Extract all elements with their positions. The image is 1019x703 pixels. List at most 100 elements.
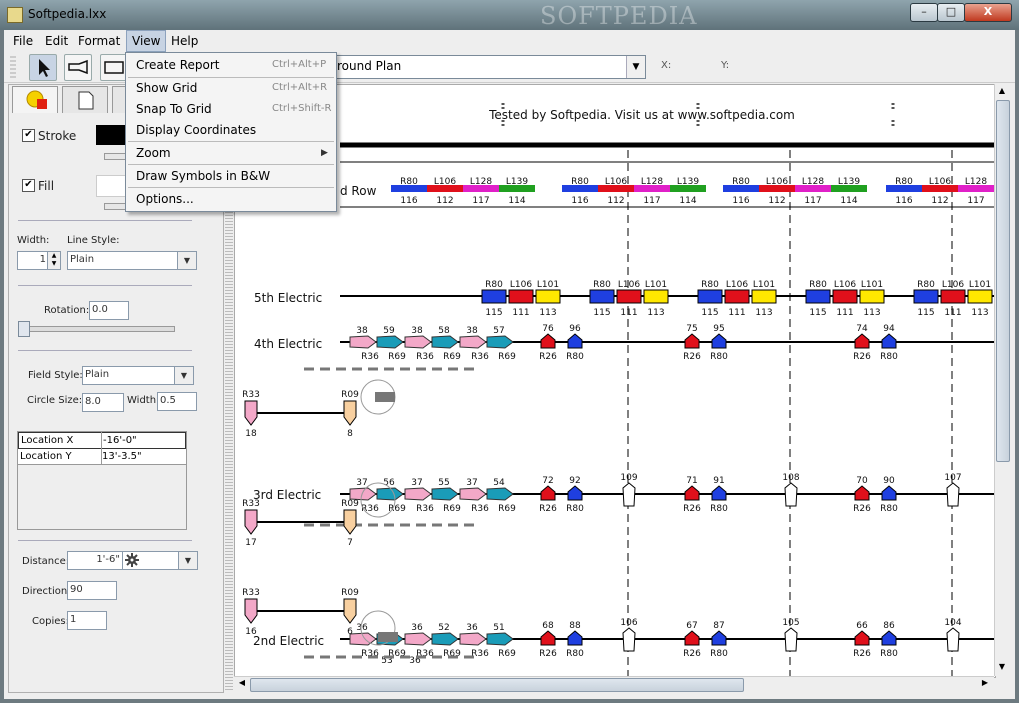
- scroll-up-arrow[interactable]: ▲: [998, 86, 1006, 95]
- submenu-arrow-icon: ▶: [321, 148, 328, 158]
- scroll-down-arrow[interactable]: ▼: [998, 662, 1006, 671]
- circle-size-input[interactable]: 8.0: [82, 393, 124, 412]
- scroll-right-arrow[interactable]: ▶: [981, 678, 989, 687]
- horizontal-scroll-thumb[interactable]: [250, 678, 744, 692]
- ground-unit-label: L106: [766, 177, 788, 187]
- ellipsoidal-fixture: [486, 632, 514, 646]
- chevron-down-icon[interactable]: ▼: [177, 252, 196, 269]
- circle-size-label: Circle Size:: [27, 395, 83, 406]
- close-button[interactable]: X: [964, 3, 1012, 22]
- drawing-canvas[interactable]: Tested by Softpedia. Visit us at www.sof…: [234, 84, 996, 678]
- boom-number: 17: [245, 538, 256, 548]
- toolbar-grip[interactable]: [10, 56, 16, 78]
- horizontal-scrollbar[interactable]: ◀ ▶: [234, 676, 994, 692]
- stroke-checkbox[interactable]: ✔: [22, 129, 35, 142]
- fixture-number: 55: [438, 478, 449, 488]
- plan-select[interactable]: round Plan ▼: [330, 55, 646, 79]
- menu-item-zoom[interactable]: Zoom ▶: [126, 142, 336, 164]
- chevron-down-icon[interactable]: ▼: [174, 367, 193, 384]
- line-style-value: Plain: [70, 254, 95, 265]
- tab-color[interactable]: [12, 86, 58, 113]
- menu-item-show-grid[interactable]: Show Grid Ctrl+Alt+R: [136, 81, 328, 95]
- panel-splitter[interactable]: [225, 84, 233, 691]
- line-style-select[interactable]: Plain ▼: [67, 251, 197, 270]
- distance-unit-select[interactable]: ▼: [122, 551, 198, 570]
- fixture-number: 87: [713, 621, 724, 631]
- fill-color-swatch[interactable]: [96, 175, 128, 197]
- scroll-left-arrow[interactable]: ◀: [238, 678, 246, 687]
- menu-file[interactable]: File: [13, 34, 34, 48]
- rotation-input[interactable]: 0.0: [89, 301, 129, 320]
- ellipsoidal-fixture: [431, 632, 459, 646]
- tab-page[interactable]: [62, 86, 108, 113]
- menu-help[interactable]: Help: [171, 34, 199, 48]
- table-row[interactable]: Location Y 13'-3.5": [18, 449, 184, 465]
- field-style-select[interactable]: Plain ▼: [82, 366, 194, 385]
- table-row[interactable]: Location X -16'-0": [18, 432, 186, 449]
- circle-width-input[interactable]: 0.5: [157, 392, 197, 411]
- stroke-color-swatch[interactable]: [96, 125, 126, 145]
- fixture-number: 38: [411, 326, 423, 336]
- fixture-number: 51: [493, 623, 504, 633]
- par-fixture: [711, 333, 727, 349]
- strip-number: 111: [620, 308, 637, 318]
- menu-item-display-coordinates[interactable]: Display Coordinates: [136, 123, 257, 137]
- fixture-label: 36: [409, 656, 421, 666]
- menu-item-draw-symbols-bw[interactable]: Draw Symbols in B&W: [136, 169, 271, 183]
- fixture-number: 71: [686, 476, 697, 486]
- fill-checkbox[interactable]: ✔: [22, 179, 35, 192]
- menu-edit[interactable]: Edit: [45, 34, 69, 48]
- fixture-label: R80: [880, 504, 898, 514]
- menu-item-options[interactable]: Options...: [136, 192, 194, 206]
- fixture-tool-button[interactable]: [64, 54, 92, 81]
- select-tool-button[interactable]: [29, 54, 57, 81]
- fixture-label: R69: [443, 352, 461, 362]
- vertical-scrollbar[interactable]: ▲ ▼: [994, 84, 1010, 676]
- chevron-down-icon[interactable]: ▼: [178, 552, 197, 569]
- copies-label: Copies:: [32, 616, 69, 627]
- divider: [18, 220, 192, 221]
- fixture-label: R26: [539, 504, 557, 514]
- fixture-number: 95: [713, 324, 724, 334]
- rectangle-tool-button[interactable]: [100, 54, 128, 81]
- vertical-scroll-thumb[interactable]: [996, 100, 1010, 462]
- strip-number: 113: [539, 308, 556, 318]
- width-spinner[interactable]: ▲ ▼: [47, 251, 61, 270]
- minimize-button[interactable]: –: [910, 3, 938, 22]
- strip-label: L101: [645, 280, 667, 290]
- menu-view[interactable]: View: [126, 30, 167, 52]
- ground-unit-number: 117: [643, 196, 660, 206]
- boom-number: 18: [245, 429, 257, 439]
- ground-cyc-unit: [723, 185, 759, 192]
- rotation-slider-track[interactable]: [18, 326, 175, 332]
- row-label-4th-electric: 4th Electric: [254, 337, 322, 351]
- circle-width-label: Width:: [127, 395, 160, 406]
- width-input[interactable]: 1: [17, 251, 50, 270]
- strip-label: R80: [917, 280, 935, 290]
- fixture-label: 53: [381, 656, 392, 666]
- light-plot-drawing[interactable]: Tested by Softpedia. Visit us at www.sof…: [235, 85, 995, 677]
- fixture-label: R26: [853, 352, 871, 362]
- ground-unit-number: 117: [804, 196, 821, 206]
- maximize-button[interactable]: □: [937, 3, 965, 22]
- menu-item-create-report[interactable]: Create Report Ctrl+Alt+P: [136, 58, 327, 72]
- fixture-number: 54: [493, 478, 505, 488]
- fixture-number: 66: [856, 621, 868, 631]
- rotation-slider-thumb[interactable]: [18, 321, 30, 337]
- fixture-number: 59: [383, 326, 395, 336]
- direction-input[interactable]: 90: [67, 581, 117, 600]
- par-fixture: [854, 630, 870, 646]
- strip-light: [724, 289, 750, 304]
- fixture-label: R80: [566, 504, 584, 514]
- stroke-label: Stroke: [38, 129, 77, 143]
- chevron-down-icon[interactable]: ▼: [626, 56, 645, 78]
- fixture-label: R36: [361, 352, 379, 362]
- menu-item-snap-to-grid[interactable]: Snap To Grid Ctrl+Shift-R: [136, 102, 332, 116]
- menu-separator: [128, 187, 334, 188]
- distance-input[interactable]: 1'-6": [67, 551, 124, 570]
- strip-number: 113: [755, 308, 772, 318]
- menu-format[interactable]: Format: [78, 34, 121, 48]
- fixture-number: 76: [542, 324, 554, 334]
- copies-input[interactable]: 1: [67, 611, 107, 630]
- strip-number: 111: [512, 308, 529, 318]
